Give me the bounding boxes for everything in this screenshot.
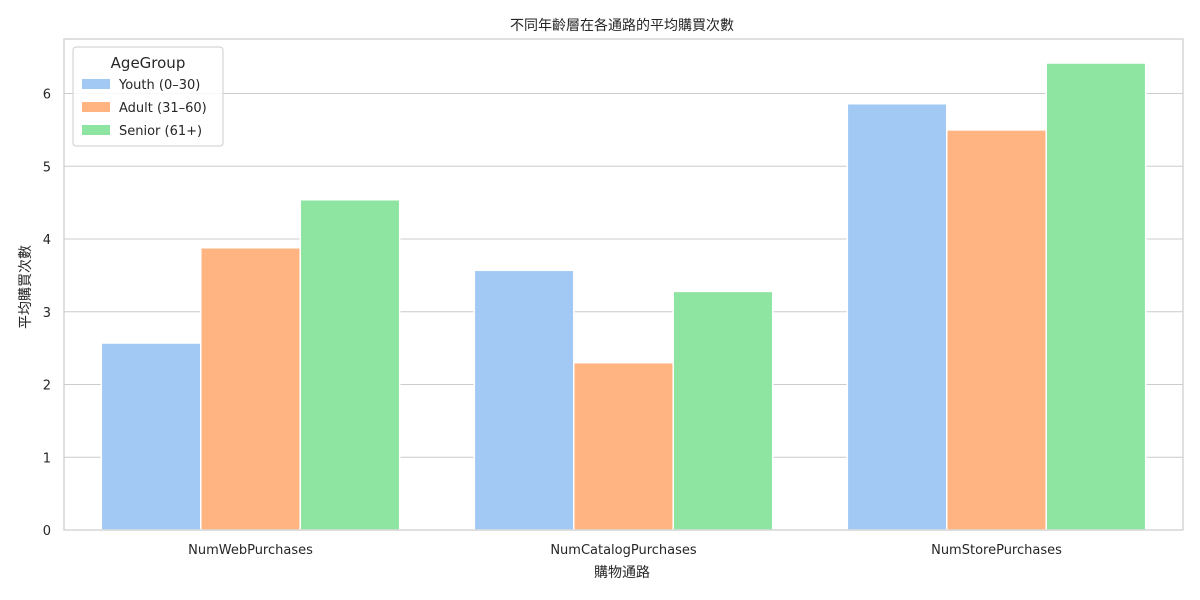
legend-swatch	[82, 79, 110, 89]
legend: AgeGroup Youth (0–30) Adult (31–60) Senior…	[72, 46, 224, 147]
legend-title: AgeGroup	[111, 54, 186, 72]
bar	[473, 269, 575, 531]
bar	[573, 361, 674, 531]
legend-label: Youth (0–30)	[118, 78, 200, 93]
legend-label: Senior (61+)	[119, 124, 202, 139]
x-tick-label: NumCatalogPurchases	[550, 543, 697, 558]
y-tick-label: 0	[43, 524, 51, 539]
bar	[299, 199, 401, 531]
bar	[200, 247, 301, 531]
y-tick-label: 1	[43, 451, 51, 466]
y-tick-label: 6	[43, 88, 51, 103]
legend-swatch	[82, 125, 110, 135]
legend-box	[72, 46, 224, 147]
bar-layer	[100, 62, 1147, 531]
axis-layer: 0 1 2 3 4 5 6 NumWebPurchases NumCatalogPurchase…	[43, 88, 1062, 558]
y-axis-label: 平均購買次數	[18, 245, 34, 329]
x-tick-label: NumWebPurchases	[188, 543, 313, 558]
y-tick-label: 2	[43, 379, 51, 394]
bar	[946, 129, 1047, 531]
bar	[100, 342, 202, 531]
legend-label: Adult (31–60)	[119, 101, 207, 116]
bar	[1045, 62, 1147, 531]
x-axis-label: 購物通路	[594, 565, 650, 581]
x-tick-label: NumStorePurchases	[931, 543, 1062, 558]
y-tick-label: 4	[43, 233, 51, 248]
y-tick-label: 5	[43, 160, 51, 175]
chart-title: 不同年齡層在各通路的平均購買次數	[510, 18, 734, 34]
legend-items: Youth (0–30) Adult (31–60) Senior (61+)	[82, 78, 207, 139]
bar	[672, 290, 774, 531]
bar	[846, 102, 948, 531]
plot-frame	[63, 38, 1184, 531]
y-tick-label: 3	[43, 306, 51, 321]
legend-swatch	[82, 102, 110, 112]
